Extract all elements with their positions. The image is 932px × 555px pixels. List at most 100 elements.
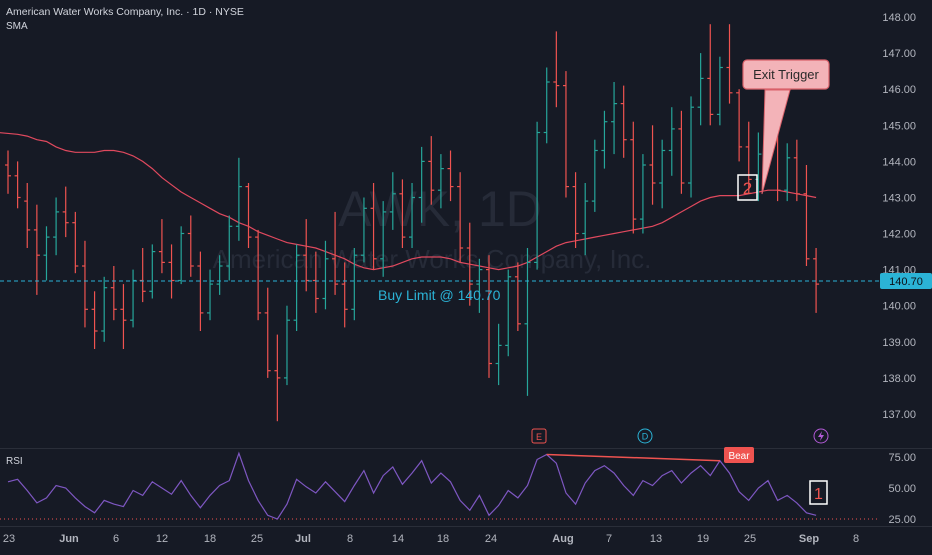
- ohlc-bar: [370, 183, 377, 270]
- ohlc-bar: [322, 240, 329, 310]
- ohlc-bar: [14, 161, 21, 209]
- ohlc-bar: [563, 71, 569, 198]
- dividend-event-icon[interactable]: [637, 428, 653, 444]
- ohlc-bar: [399, 179, 406, 248]
- marker-2-box[interactable]: [737, 174, 758, 201]
- ohlc-bar: [82, 240, 88, 328]
- ohlc-bar: [736, 89, 743, 162]
- ohlc-bar: [293, 244, 300, 331]
- ohlc-bar: [803, 165, 810, 266]
- ohlc-bar: [543, 67, 550, 144]
- time-tick-label: 24: [485, 533, 497, 545]
- sma-layer: [0, 132, 817, 271]
- ohlc-bar: [216, 255, 223, 295]
- ohlc-bar: [630, 121, 637, 234]
- ohlc-bar: [611, 82, 618, 155]
- time-tick-label: Aug: [552, 533, 573, 545]
- ohlc-bar: [168, 244, 175, 299]
- ohlc-bar: [187, 215, 194, 277]
- price-tick-label: 143.00: [882, 193, 916, 205]
- sma-line: [0, 132, 817, 271]
- current-price-tag: [880, 273, 932, 289]
- ohlc-bar: [726, 24, 733, 104]
- ohlc-bar: [582, 183, 589, 256]
- rsi-line: [7, 451, 817, 520]
- earnings-event-label: E: [536, 432, 542, 442]
- ohlc-bar: [264, 287, 271, 378]
- ohlc-bar: [495, 323, 502, 386]
- ohlc-bar: [235, 157, 242, 241]
- time-tick-label: 13: [650, 533, 662, 545]
- ohlc-bar: [110, 266, 117, 321]
- price-tick-label: 148.00: [882, 12, 916, 24]
- time-tick-label: 19: [697, 533, 709, 545]
- time-tick-label: 12: [156, 533, 168, 545]
- ohlc-bar: [24, 183, 31, 248]
- ohlc-bar: [813, 248, 820, 313]
- price-tick-label: 144.00: [882, 156, 916, 168]
- ohlc-bar: [53, 197, 60, 256]
- ohlc-bar: [245, 183, 252, 248]
- ohlc-bar: [120, 284, 127, 349]
- time-tick-label: 18: [437, 533, 449, 545]
- marker-1-label: 1: [814, 486, 823, 503]
- ohlc-bar: [572, 172, 579, 248]
- ohlc-bar: [524, 248, 531, 396]
- ohlc-bar: [418, 146, 425, 223]
- earnings-event-icon[interactable]: [531, 428, 547, 444]
- price-tick-label: 147.00: [882, 48, 916, 60]
- ohlc-bar: [351, 248, 358, 321]
- ohlc-bar: [466, 222, 473, 306]
- ohlc-bar: [716, 56, 723, 126]
- watermark-symbol: AWK, 1D: [338, 181, 542, 237]
- lightning-icon: [818, 431, 824, 441]
- price-axis: 148.00 147.00 146.00 145.00 144.00 143.00 142.…: [882, 12, 916, 421]
- ohlc-bar: [91, 291, 98, 349]
- bear-badge-label: Bear: [728, 451, 750, 462]
- ohlc-bar: [284, 305, 290, 386]
- exit-trigger-callout[interactable]: [742, 59, 830, 90]
- time-tick-label: 7: [606, 533, 612, 545]
- price-tick-label: 139.00: [882, 337, 916, 349]
- bear-badge[interactable]: [724, 447, 754, 463]
- price-tick-label: 138.00: [882, 373, 916, 385]
- ohlc-bar: [332, 211, 339, 295]
- ohlc-bar: [678, 110, 685, 194]
- ohlc-bar: [428, 136, 435, 205]
- time-tick-label: 23: [3, 533, 15, 545]
- ohlc-bar: [697, 53, 704, 126]
- ohlc-bar: [43, 226, 50, 281]
- rsi-pane-label: RSI: [6, 456, 23, 467]
- rsi-level-label: 75.00: [888, 452, 916, 464]
- time-tick-label: 18: [204, 533, 216, 545]
- price-tick-label: 146.00: [882, 84, 916, 96]
- indicator-label: SMA: [6, 21, 28, 32]
- ohlc-bar: [553, 31, 560, 108]
- ohlc-bar: [476, 258, 483, 313]
- ohlc-bar: [745, 121, 752, 194]
- ohlc-bar: [437, 154, 444, 209]
- current-price-label: 140.70: [889, 276, 923, 288]
- time-tick-label: Jun: [59, 533, 79, 545]
- split-event-icon[interactable]: [813, 428, 829, 444]
- ohlc-bar: [409, 183, 415, 248]
- ohlc-bar: [380, 201, 387, 277]
- price-tick-label: 145.00: [882, 120, 916, 132]
- rsi-level-label: 25.00: [888, 514, 916, 526]
- time-tick-label: Jul: [295, 533, 311, 545]
- time-tick-label: 25: [744, 533, 756, 545]
- ohlc-bar: [389, 172, 396, 230]
- ohlc-bar: [505, 269, 512, 357]
- chart-title: American Water Works Company, Inc. · 1D …: [6, 6, 244, 18]
- price-tick-label: 140.00: [882, 301, 916, 313]
- ohlc-bar: [197, 251, 204, 331]
- marker-1-box[interactable]: [809, 480, 828, 505]
- time-axis[interactable]: 23 Jun 6 12 18 25 Jul 8 14 18 24 Aug 7 13 19 25 Sep 8: [3, 533, 859, 545]
- time-tick-label: 25: [251, 533, 263, 545]
- ohlc-bar: [639, 154, 646, 234]
- ohlc-bar: [659, 139, 666, 209]
- ohlc-bar: [101, 276, 108, 342]
- time-tick-label: 6: [113, 533, 119, 545]
